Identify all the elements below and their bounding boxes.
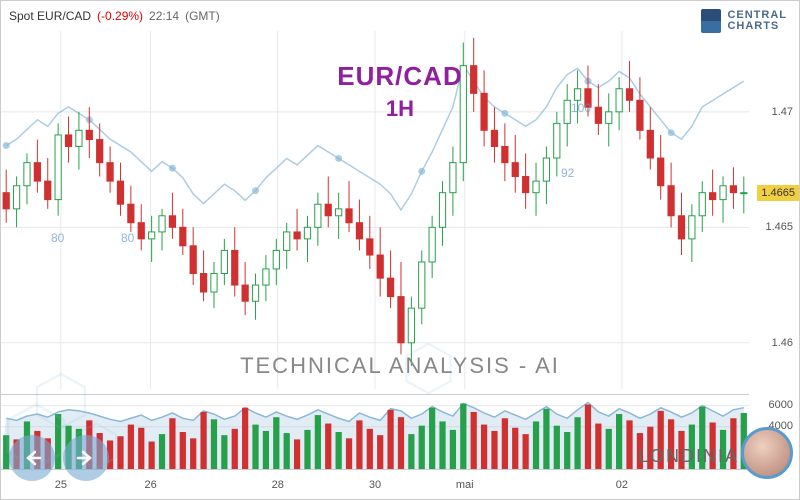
y-tick-label: 1.47	[772, 106, 793, 118]
volume-y-tick: 6000	[769, 399, 793, 411]
timezone: (GMT)	[185, 9, 220, 23]
volume-chart[interactable]	[1, 394, 749, 469]
time-x-axis: 25262830mai02	[1, 469, 749, 499]
nav-forward-button[interactable]	[63, 435, 109, 481]
current-price-tag: 1.4665	[757, 185, 799, 201]
x-tick-label: mai	[456, 479, 474, 491]
x-tick-label: 28	[272, 479, 284, 491]
brand-logo[interactable]: CENTRAL CHARTS	[701, 9, 787, 33]
logo-icon	[701, 9, 721, 33]
price-chart[interactable]	[1, 31, 749, 389]
x-tick-label: 26	[144, 479, 156, 491]
chart-header: Spot EUR/CAD (-0.29%) 22:14 (GMT)	[1, 1, 799, 31]
nav-back-button[interactable]	[9, 435, 55, 481]
y-tick-label: 1.465	[765, 221, 793, 233]
instrument-name: Spot EUR/CAD	[9, 9, 91, 23]
price-y-axis: 1.46 1.465 1.47 1.4665	[749, 31, 799, 389]
timestamp: 22:14	[149, 9, 179, 23]
londinia-label: LONDINIA	[638, 446, 739, 467]
assistant-avatar[interactable]	[741, 427, 793, 479]
y-tick-label: 1.46	[772, 337, 793, 349]
x-tick-label: 30	[369, 479, 381, 491]
logo-line2: CHARTS	[727, 21, 787, 32]
price-change: (-0.29%)	[97, 9, 143, 23]
x-tick-label: 02	[616, 479, 628, 491]
